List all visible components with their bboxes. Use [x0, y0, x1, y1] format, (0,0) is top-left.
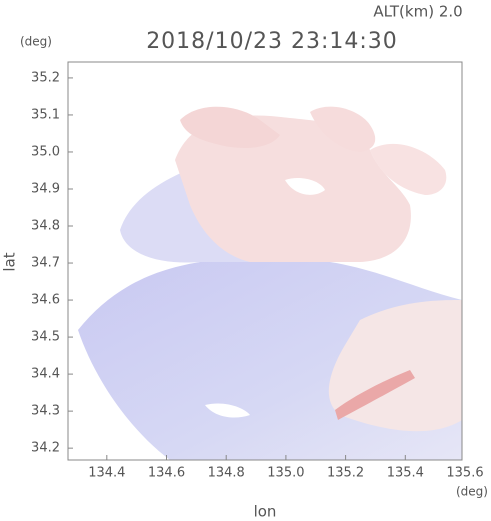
y-unit: (deg): [20, 35, 52, 49]
y-tick-label: 34.5: [31, 330, 60, 345]
y-axis-label: lat: [1, 252, 19, 271]
y-tick-label: 35.0: [31, 144, 60, 159]
x-tick-label: 135.6: [446, 466, 483, 481]
plot-frame: [67, 61, 463, 461]
x-axis-label: lon: [254, 503, 277, 521]
y-tick-label: 35.2: [31, 70, 60, 85]
radar-field: [78, 106, 462, 460]
y-tick-label: 34.3: [31, 404, 60, 419]
y-tick-label: 35.1: [31, 107, 60, 122]
x-tick-label: 134.8: [208, 466, 245, 481]
x-tick-label: 135.4: [387, 466, 424, 481]
y-tick-label: 34.8: [31, 219, 60, 234]
y-tick-label: 34.9: [31, 181, 60, 196]
y-tick-label: 34.2: [31, 441, 60, 456]
y-tick-label: 34.7: [31, 256, 60, 271]
x-tick-label: 134.6: [148, 466, 185, 481]
altitude-label: ALT(km) 2.0: [373, 3, 462, 21]
x-tick-label: 135.2: [327, 466, 364, 481]
chart-title: 2018/10/23 23:14:30: [146, 29, 398, 54]
x-tick-label: 134.4: [88, 466, 125, 481]
y-tick-label: 34.4: [31, 367, 60, 382]
x-tick-label: 135.0: [267, 466, 304, 481]
y-tick-label: 34.6: [31, 293, 60, 308]
x-unit: (deg): [456, 485, 488, 499]
